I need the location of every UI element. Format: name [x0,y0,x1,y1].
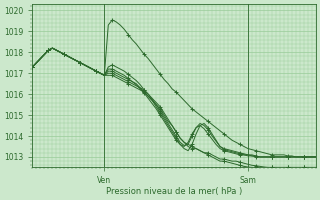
X-axis label: Pression niveau de la mer( hPa ): Pression niveau de la mer( hPa ) [106,187,242,196]
